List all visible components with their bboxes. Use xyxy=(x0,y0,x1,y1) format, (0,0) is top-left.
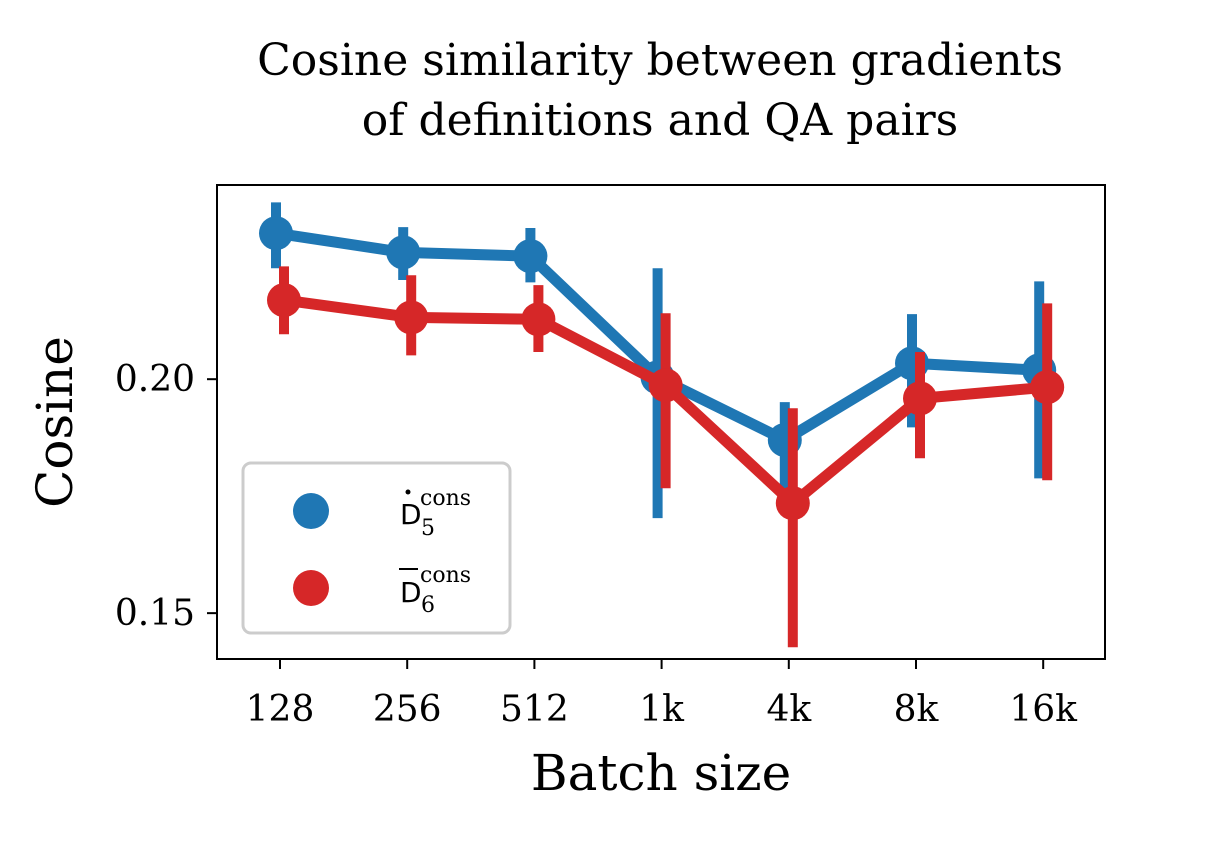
data-point xyxy=(259,216,293,251)
x-tick-label: 512 xyxy=(500,689,569,730)
y-tick-label: 0.20 xyxy=(115,359,195,400)
legend-entry-0: D cons 5 xyxy=(400,486,471,541)
legend-entry-0-sub: 5 xyxy=(421,516,435,541)
x-tick-label: 128 xyxy=(246,689,315,730)
data-point xyxy=(394,300,429,335)
data-point xyxy=(648,368,683,403)
y-tick-label: 0.15 xyxy=(115,593,195,634)
legend-entry-1-base: D xyxy=(400,576,422,609)
y-axis-label: Cosine xyxy=(26,336,84,508)
x-axis-label: Batch size xyxy=(531,744,791,802)
data-point xyxy=(903,381,937,416)
legend-marker-red xyxy=(293,570,329,606)
legend-entry-0-sup: cons xyxy=(420,486,471,511)
data-point xyxy=(775,486,810,521)
plot-area xyxy=(259,202,1065,648)
x-tick-label: 1k xyxy=(639,689,685,730)
chart-title-line-1: Cosine similarity between gradients xyxy=(257,35,1063,86)
series-1 xyxy=(267,266,1065,648)
data-point xyxy=(267,283,301,318)
x-tick-label: 4k xyxy=(766,689,812,730)
legend: D cons 5 D cons 6 xyxy=(241,461,512,635)
data-point xyxy=(386,235,421,270)
legend-entry-1-sub: 6 xyxy=(421,593,435,618)
y-axis: 0.15 0.20 xyxy=(115,359,217,634)
x-axis: 128 256 512 1k 4k 8k 16k xyxy=(246,659,1078,730)
x-tick-label: 256 xyxy=(373,689,442,730)
legend-entry-1: D cons 6 xyxy=(399,563,471,618)
data-point xyxy=(521,302,556,337)
data-point xyxy=(513,239,548,274)
legend-entry-0-base: D xyxy=(400,498,422,531)
x-tick-label: 16k xyxy=(1009,689,1078,730)
legend-entry-0-dot-accent xyxy=(405,489,411,495)
legend-marker-blue xyxy=(293,493,329,529)
legend-entry-1-sup: cons xyxy=(420,563,471,588)
chart-title-line-2: of definitions and QA pairs xyxy=(362,95,959,146)
x-tick-label: 8k xyxy=(894,689,940,730)
data-point xyxy=(1030,370,1065,405)
